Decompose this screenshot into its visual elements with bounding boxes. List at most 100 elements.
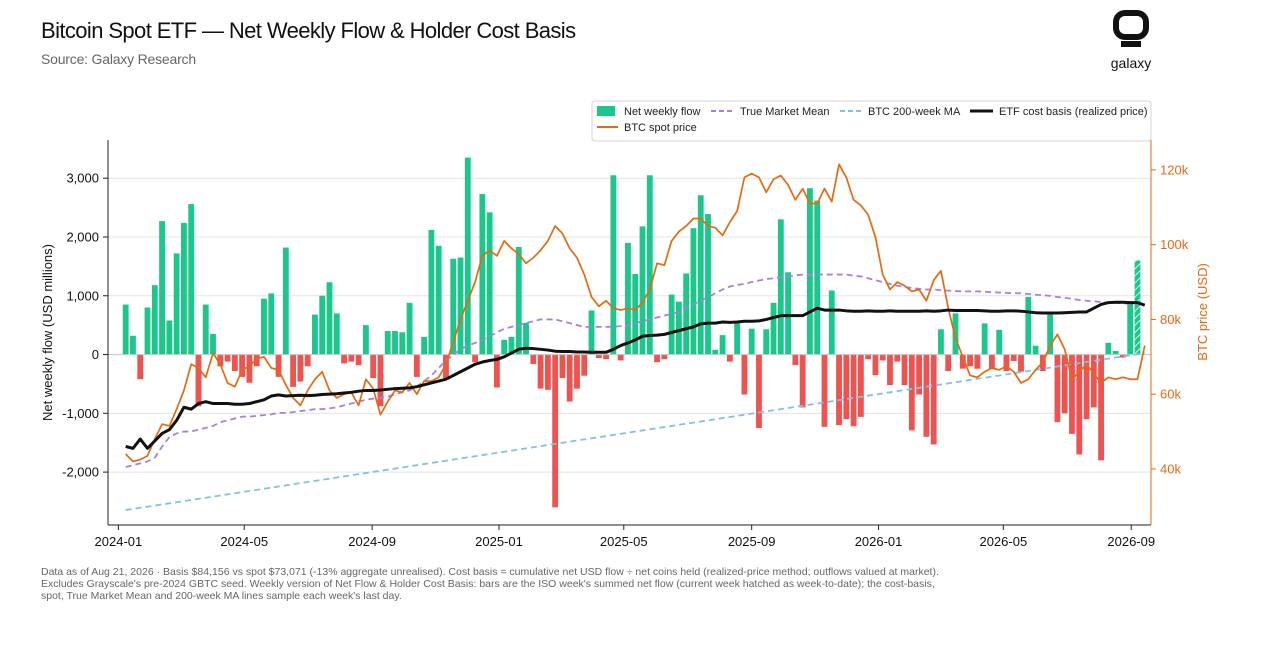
flow-bar-inflow — [173, 253, 180, 355]
flow-bar-inflow — [712, 349, 719, 355]
axes: 3,000 2,000 1,000 0 -1,000 -2,000 120k 100k 80k 6… — [62, 140, 1189, 549]
flow-bar-outflow — [239, 354, 246, 377]
legend-item-tmm: True Market Mean — [711, 106, 829, 118]
legend-item-ma200: BTC 200-week MA — [840, 106, 961, 118]
flow-bar-inflow — [610, 175, 617, 355]
flow-bar-outflow — [603, 354, 610, 360]
cost-basis-line — [125, 300, 1146, 450]
flow-bar-outflow — [1120, 354, 1126, 358]
flow-bar-inflow — [202, 304, 209, 355]
chart-title: Bitcoin Spot ETF — Net Weekly Flow & Hol… — [41, 18, 576, 43]
flow-bar-inflow — [807, 188, 813, 355]
flow-bar-outflow — [930, 354, 937, 445]
flow-bar-outflow — [887, 354, 893, 386]
flow-bar-inflow — [646, 175, 653, 355]
flow-bar-inflow — [319, 295, 326, 355]
flow-bar-outflow — [617, 354, 624, 361]
flow-bar-outflow — [916, 354, 923, 395]
x-tick-label: 2025-01 — [475, 534, 523, 549]
flow-bar-inflow — [326, 282, 333, 355]
flow-bar-inflow — [523, 322, 529, 355]
y2-tick-label: 80k — [1160, 312, 1181, 327]
flow-bar-outflow — [836, 354, 842, 426]
flow-bar-outflow — [355, 354, 362, 366]
flow-bar-inflow — [450, 258, 457, 355]
x-tick-label: 2025-09 — [728, 534, 776, 549]
y2-tick-label: 100k — [1160, 237, 1189, 252]
flow-bar-inflow — [399, 332, 406, 355]
flow-bar-inflow — [828, 290, 835, 355]
flow-bar-inflow — [777, 219, 784, 355]
flow-bar-inflow — [763, 329, 770, 355]
flow-bar-inflow — [159, 221, 165, 355]
flow-bar-inflow — [632, 274, 639, 355]
flow-bar-outflow — [304, 354, 311, 367]
flow-bar-inflow — [1127, 302, 1134, 355]
flow-bar-outflow — [253, 354, 260, 367]
x-tick-label: 2026-01 — [855, 534, 903, 549]
flow-bar-inflow — [130, 335, 136, 355]
flow-bar-inflow — [268, 293, 275, 355]
x-tick-label: 2024-09 — [348, 534, 396, 549]
flow-bar-inflow — [457, 257, 464, 355]
flow-bar-inflow — [421, 336, 428, 355]
flow-bar-inflow — [392, 331, 398, 355]
x-tick-label: 2024-01 — [95, 534, 143, 549]
flow-bar-inflow — [814, 200, 821, 355]
flow-bar-outflow — [246, 354, 253, 383]
series-lines — [125, 163, 1146, 511]
chart-subtitle: Source: Galaxy Research — [41, 51, 196, 67]
legend-label-spot: BTC spot price — [624, 122, 697, 134]
flow-bar-inflow — [210, 333, 216, 355]
flow-bar-inflow — [428, 229, 435, 355]
flow-bar-inflow — [261, 298, 267, 355]
x-tick-label: 2026-09 — [1107, 534, 1155, 549]
flow-bar-inflow — [938, 329, 944, 355]
flow-bar-outflow — [1010, 354, 1017, 362]
flow-bar-inflow — [188, 204, 195, 355]
flow-bar-outflow — [872, 354, 879, 376]
galaxy-logo-icon — [1113, 10, 1149, 47]
flow-bar-inflow — [705, 214, 711, 355]
flow-bar-outflow — [530, 354, 537, 364]
flow-bar-outflow — [341, 354, 347, 364]
flow-bar-inflow — [181, 222, 187, 355]
flow-bar-outflow — [1098, 354, 1104, 461]
y-tick-label: 2,000 — [66, 229, 99, 244]
flow-bar-outflow — [537, 354, 544, 389]
flow-bar-outflow — [552, 354, 559, 508]
flow-bar-inflow — [508, 336, 515, 355]
flow-bar-inflow — [668, 294, 675, 355]
flow-bar-outflow — [1003, 354, 1010, 371]
legend-label-flow: Net weekly flow — [624, 106, 700, 118]
flow-bar-outflow — [1076, 354, 1083, 455]
flow-bar-outflow — [945, 354, 952, 371]
flow-bar-outflow — [377, 354, 384, 407]
y-tick-label: 0 — [92, 347, 99, 362]
flow-bar-inflow — [981, 323, 988, 355]
flow-bar-outflow — [472, 354, 478, 363]
flow-bar-inflow — [770, 302, 777, 355]
flow-bar-outflow — [967, 354, 973, 367]
flow-bar-inflow — [1112, 351, 1119, 355]
flow-bar-outflow — [843, 354, 850, 420]
flow-bar-outflow — [297, 354, 304, 382]
flow-bar-outflow — [756, 354, 762, 429]
legend-swatch-flow — [597, 106, 615, 116]
flow-bar-outflow — [741, 354, 748, 395]
flow-bar-outflow — [901, 354, 908, 386]
y2-axis-label: BTC price (USD) — [1195, 263, 1210, 361]
legend-item-flow: Net weekly flow — [597, 106, 700, 118]
flow-bar-inflow — [588, 310, 595, 355]
flow-bar-outflow — [908, 354, 915, 431]
flow-bar-outflow — [974, 354, 981, 369]
flow-bar-inflow — [501, 339, 508, 355]
flow-bar-outflow — [1018, 354, 1024, 372]
flow-bar-inflow — [479, 194, 486, 355]
flow-bar-inflow — [362, 325, 369, 355]
flow-bar-inflow — [144, 307, 151, 355]
ma200-line — [125, 352, 1145, 511]
flow-bar-outflow — [348, 354, 355, 362]
flow-bar-inflow — [435, 245, 442, 355]
flow-bar-outflow — [654, 354, 660, 363]
